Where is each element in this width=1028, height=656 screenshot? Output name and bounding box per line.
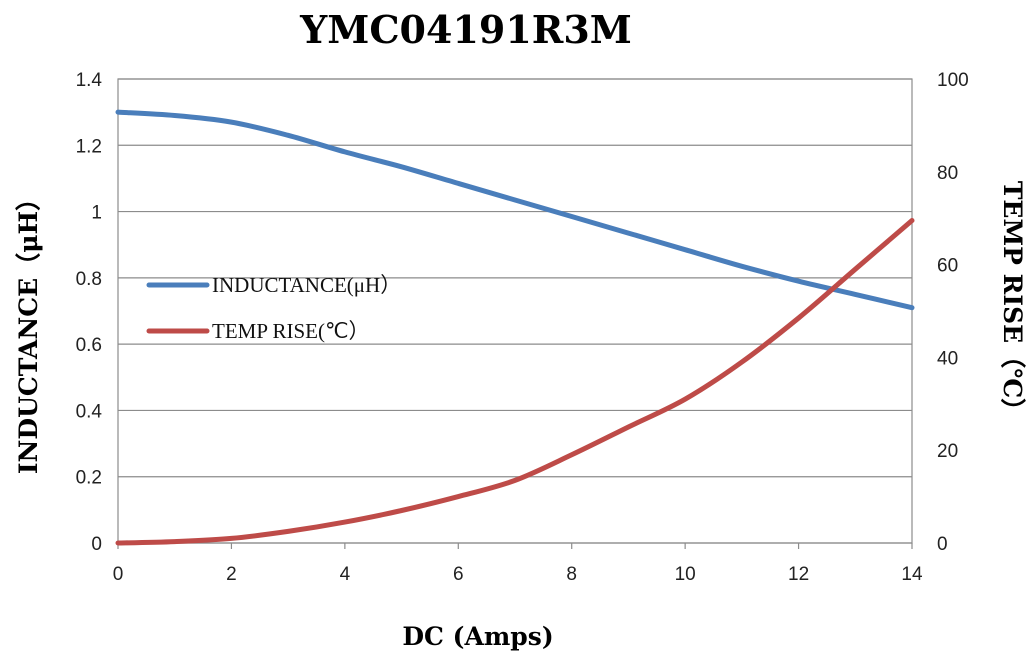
y2-tick-label: 60: [937, 256, 958, 277]
y-tick-label: 0.2: [76, 468, 102, 489]
y2-tick-label: 0: [937, 534, 948, 555]
y-tick-label: 1.2: [76, 136, 102, 157]
legend: INDUCTANCE(μH） TEMP RISE(℃）: [146, 273, 401, 343]
y-tick-label: 0: [91, 534, 102, 555]
legend-label: INDUCTANCE(μH）: [212, 273, 401, 297]
y-tick-label: 0.4: [76, 401, 103, 422]
plot-frame: [117, 78, 913, 544]
y2-tick-label: 40: [937, 348, 958, 369]
y-tick-label: 0.6: [76, 335, 102, 356]
x-tick-label: 2: [226, 564, 237, 585]
x-tick-label: 10: [675, 564, 696, 585]
y-axis-title: INDUCTANCE（μH）: [14, 186, 43, 474]
y2-tick-label: 20: [937, 441, 958, 462]
x-tick-label: 14: [901, 564, 923, 585]
y2-tick-label: 80: [937, 163, 958, 184]
gridlines: [118, 78, 912, 544]
x-tick-label: 6: [453, 564, 464, 585]
y-tick-label: 0.8: [76, 269, 102, 290]
x-tick-label: 8: [566, 564, 577, 585]
y-tick-label: 1: [91, 203, 102, 224]
x-axis-ticks: 0 2 4 6 8 10 12 14: [113, 543, 923, 585]
y2-tick-label: 100: [937, 70, 969, 91]
y2-axis-title: TEMP RISE（℃）: [998, 181, 1027, 423]
legend-label: TEMP RISE(℃）: [212, 319, 370, 343]
chart-title: YMC04191R3M: [299, 7, 632, 52]
series-line-temp-rise: [115, 218, 915, 546]
x-tick-label: 12: [788, 564, 809, 585]
x-tick-label: 4: [340, 564, 351, 585]
x-axis-title: DC (Amps): [402, 622, 553, 651]
y-axis-ticks: 0 0.2 0.4 0.6 0.8 1 1.2 1.4: [76, 70, 103, 555]
series-lines: [115, 109, 915, 546]
series-line-inductance: [115, 109, 915, 311]
x-tick-label: 0: [113, 564, 124, 585]
y2-axis-ticks: 0 20 40 60 80 100: [937, 70, 969, 555]
y-tick-label: 1.4: [76, 70, 103, 91]
